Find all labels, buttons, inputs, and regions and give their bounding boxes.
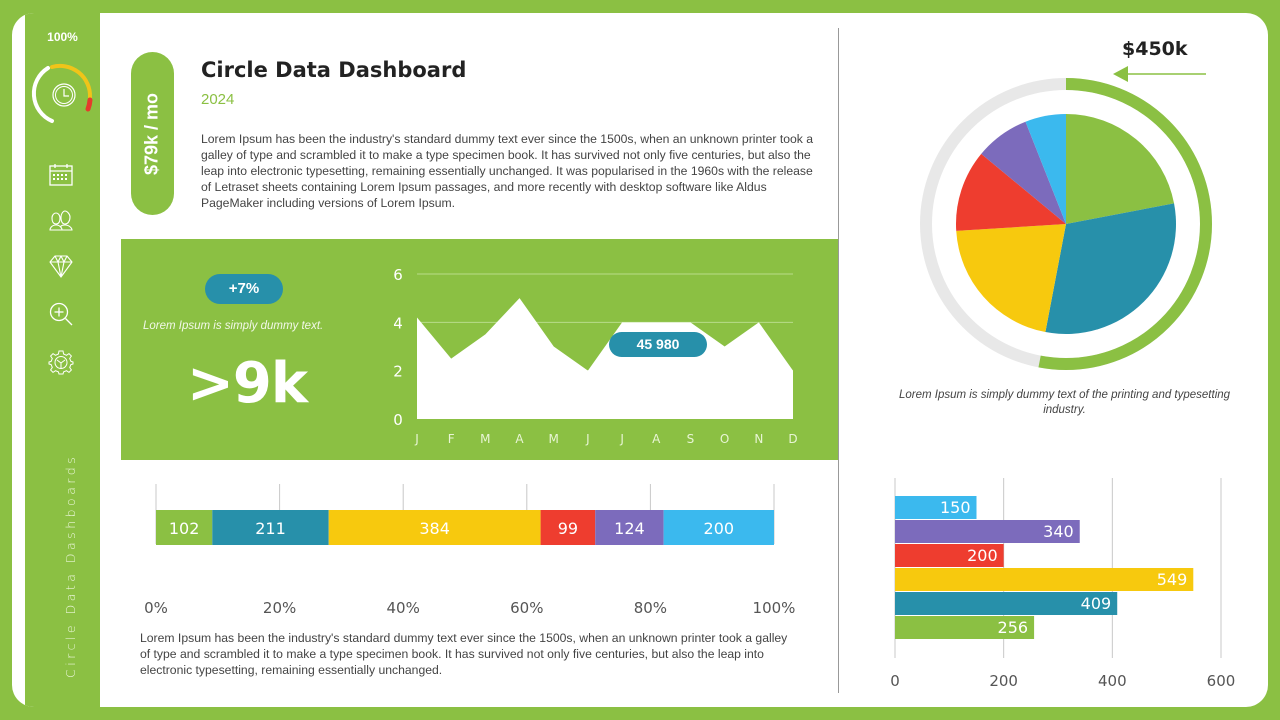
calendar-icon[interactable] bbox=[48, 162, 74, 188]
price-pill-label: $79k / mo bbox=[141, 92, 162, 176]
x-tick-label: A bbox=[515, 432, 524, 446]
pie-chart bbox=[920, 66, 1212, 370]
pie-total-label: $450k bbox=[1122, 38, 1188, 60]
x-tick-label: M bbox=[549, 432, 559, 446]
x-tick-label: J bbox=[414, 432, 419, 446]
hbar-label: 256 bbox=[998, 618, 1029, 637]
x-tick-label: 60% bbox=[510, 599, 543, 617]
y-tick-label: 0 bbox=[393, 411, 403, 429]
kpi-big-value: >9k bbox=[187, 351, 308, 416]
stacked-segment bbox=[595, 510, 664, 545]
x-tick-label: N bbox=[754, 432, 763, 446]
x-tick-label: 100% bbox=[753, 599, 796, 617]
x-tick-label: J bbox=[619, 432, 624, 446]
sidebar-vertical-label: Circle Data Dashboards bbox=[63, 453, 78, 678]
gauge-clock-icon bbox=[31, 63, 93, 123]
x-tick-label: J bbox=[585, 432, 590, 446]
x-tick-label: S bbox=[687, 432, 695, 446]
ring-pointer-icon bbox=[1113, 66, 1128, 82]
x-tick-label: M bbox=[480, 432, 490, 446]
bottom-description: Lorem Ipsum has been the industry's stan… bbox=[140, 631, 788, 677]
stacked-segment bbox=[212, 510, 329, 545]
x-tick-label: 0% bbox=[144, 599, 168, 617]
pie-slice bbox=[956, 153, 1066, 231]
pie-note: Lorem Ipsum is simply dummy text of the … bbox=[898, 389, 1231, 416]
hbar bbox=[895, 496, 977, 519]
hbar-label: 549 bbox=[1157, 570, 1188, 589]
stacked-segment bbox=[663, 510, 774, 545]
hbar-label: 409 bbox=[1081, 594, 1112, 613]
kpi-panel: +7% Lorem Ipsum is simply dummy text. >9… bbox=[121, 239, 838, 460]
segment-label: 102 bbox=[169, 519, 200, 538]
hbar-label: 340 bbox=[1043, 522, 1074, 541]
header-description: Lorem Ipsum has been the industry's stan… bbox=[201, 132, 814, 210]
horizontal-bar-chart: 0 200 400 600 150 340 200 549 409 256 bbox=[890, 478, 1236, 690]
diamond-icon[interactable] bbox=[48, 253, 74, 279]
segment-label: 99 bbox=[558, 519, 578, 538]
x-tick-label: F bbox=[448, 432, 455, 446]
hbar bbox=[895, 616, 1035, 639]
area-chart: 0 2 4 6 J F M A M J J A S O N D bbox=[393, 266, 797, 446]
x-tick-label: 80% bbox=[634, 599, 667, 617]
x-tick-label: D bbox=[788, 432, 797, 446]
gauge-percent: 100% bbox=[47, 30, 78, 44]
hbar-label: 200 bbox=[967, 546, 998, 565]
segment-label: 124 bbox=[614, 519, 645, 538]
stacked-segment bbox=[328, 510, 541, 545]
hbar bbox=[895, 520, 1080, 543]
pie-slice bbox=[1045, 203, 1176, 334]
settings-icon[interactable] bbox=[48, 349, 74, 375]
y-tick-label: 6 bbox=[393, 266, 403, 284]
x-tick-label: 400 bbox=[1098, 672, 1127, 690]
segment-label: 200 bbox=[704, 519, 735, 538]
area-chart-badge: 45 980 bbox=[609, 332, 707, 357]
area-series bbox=[417, 298, 793, 419]
page-title: Circle Data Dashboard bbox=[201, 58, 467, 82]
dashboard-card: 100% bbox=[12, 13, 1268, 707]
y-tick-label: 2 bbox=[393, 363, 403, 381]
x-tick-label: 0 bbox=[890, 672, 900, 690]
kpi-note: Lorem Ipsum is simply dummy text. bbox=[143, 320, 324, 332]
x-tick-label: A bbox=[652, 432, 661, 446]
hbar bbox=[895, 568, 1194, 591]
stacked-segment bbox=[540, 510, 596, 545]
pie-slice bbox=[956, 224, 1066, 333]
hbar-label: 150 bbox=[940, 498, 971, 517]
hbar bbox=[895, 592, 1118, 615]
users-icon[interactable] bbox=[48, 207, 74, 233]
x-tick-label: 20% bbox=[263, 599, 296, 617]
x-tick-label: O bbox=[720, 432, 729, 446]
zoom-in-icon[interactable] bbox=[48, 301, 74, 327]
page-year: 2024 bbox=[201, 91, 235, 108]
y-tick-label: 4 bbox=[393, 314, 403, 332]
x-tick-label: 40% bbox=[387, 599, 420, 617]
hbar bbox=[895, 544, 1004, 567]
segment-label: 211 bbox=[255, 519, 286, 538]
progress-ring bbox=[920, 78, 1212, 370]
vertical-divider bbox=[838, 28, 839, 693]
x-tick-label: 200 bbox=[989, 672, 1018, 690]
price-pill: $79k / mo bbox=[131, 52, 174, 215]
stacked-bar-chart: 0% 20% 40% 60% 80% 100% 102 211 384 99 124 200 bbox=[144, 484, 796, 617]
stacked-segment bbox=[156, 510, 213, 545]
pie-slice bbox=[1025, 114, 1066, 224]
pie-slice bbox=[981, 121, 1066, 224]
change-badge: +7% bbox=[205, 274, 283, 304]
segment-label: 384 bbox=[419, 519, 450, 538]
sidebar: 100% bbox=[25, 13, 100, 707]
pie-slice bbox=[1066, 114, 1175, 224]
x-tick-label: 600 bbox=[1207, 672, 1236, 690]
